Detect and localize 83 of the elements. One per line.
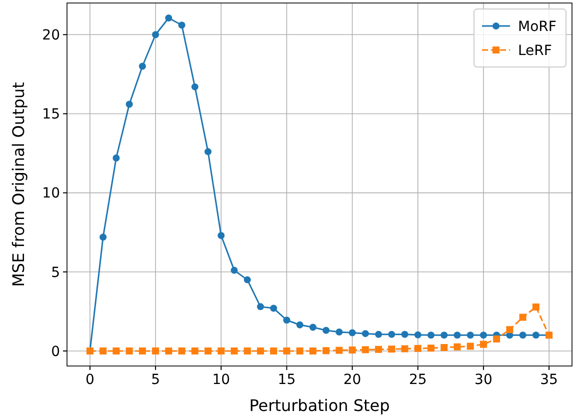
point bbox=[178, 347, 186, 354]
point bbox=[440, 332, 448, 339]
point bbox=[414, 344, 422, 352]
point bbox=[112, 347, 120, 354]
point bbox=[256, 303, 264, 310]
point bbox=[296, 347, 304, 354]
y-tick-label: 15 bbox=[42, 106, 60, 123]
y-tick-label: 10 bbox=[42, 186, 60, 202]
x-tick-label: 25 bbox=[408, 372, 427, 388]
point bbox=[152, 31, 160, 38]
point bbox=[466, 342, 474, 350]
point bbox=[244, 347, 251, 354]
point bbox=[138, 62, 146, 70]
point bbox=[100, 234, 107, 241]
point bbox=[126, 100, 133, 108]
point bbox=[244, 276, 251, 284]
point bbox=[309, 347, 316, 354]
point bbox=[191, 347, 198, 354]
point bbox=[322, 347, 330, 354]
point bbox=[401, 345, 408, 352]
x-tick-label: 30 bbox=[474, 372, 492, 388]
point bbox=[230, 266, 238, 274]
point bbox=[100, 347, 107, 354]
point bbox=[348, 329, 356, 336]
point bbox=[322, 326, 330, 334]
point bbox=[336, 328, 343, 336]
point bbox=[283, 316, 290, 324]
point bbox=[532, 304, 540, 311]
x-axis-title: Perturbation Step bbox=[249, 396, 390, 415]
point bbox=[388, 346, 396, 353]
point bbox=[191, 83, 198, 90]
y-tick-label: 0 bbox=[51, 344, 60, 360]
point bbox=[480, 340, 487, 348]
point bbox=[336, 346, 343, 354]
point bbox=[506, 326, 514, 334]
x-tick-label: 15 bbox=[278, 372, 296, 388]
point bbox=[218, 232, 225, 240]
point bbox=[283, 347, 290, 354]
point bbox=[256, 347, 264, 354]
point bbox=[218, 347, 225, 354]
point bbox=[493, 335, 500, 342]
point bbox=[309, 324, 316, 331]
x-tick-label: 35 bbox=[540, 372, 558, 388]
legend-label: LeRF bbox=[518, 42, 552, 59]
point bbox=[270, 347, 278, 354]
point bbox=[427, 344, 434, 352]
point bbox=[414, 331, 422, 338]
point bbox=[362, 330, 369, 338]
point bbox=[480, 332, 487, 339]
point bbox=[204, 148, 212, 156]
point bbox=[138, 347, 146, 354]
point bbox=[165, 347, 172, 354]
x-tick-label: 20 bbox=[343, 372, 362, 388]
point bbox=[519, 314, 526, 321]
point bbox=[165, 14, 172, 22]
x-tick-label: 10 bbox=[212, 372, 230, 388]
point bbox=[296, 321, 304, 328]
point bbox=[362, 346, 369, 354]
point bbox=[230, 347, 238, 354]
point bbox=[112, 154, 120, 162]
point bbox=[519, 332, 526, 339]
point bbox=[348, 346, 356, 354]
point bbox=[375, 346, 382, 353]
point bbox=[466, 332, 474, 339]
point bbox=[270, 304, 278, 312]
point bbox=[126, 347, 133, 354]
point bbox=[388, 330, 396, 338]
y-tick-label: 5 bbox=[51, 264, 60, 281]
point bbox=[454, 343, 461, 350]
point bbox=[152, 347, 160, 354]
x-tick-label: 0 bbox=[85, 372, 94, 388]
point bbox=[375, 330, 382, 338]
point bbox=[427, 332, 434, 339]
y-tick-label: 20 bbox=[42, 28, 60, 44]
legend-label: MoRF bbox=[518, 18, 556, 35]
point bbox=[440, 344, 448, 351]
point bbox=[204, 347, 212, 354]
x-tick-label: 5 bbox=[151, 372, 160, 388]
point bbox=[532, 332, 540, 339]
point bbox=[454, 332, 461, 339]
y-axis-title: MSE from Original Output bbox=[9, 82, 28, 287]
point bbox=[178, 22, 186, 29]
point bbox=[401, 330, 408, 338]
